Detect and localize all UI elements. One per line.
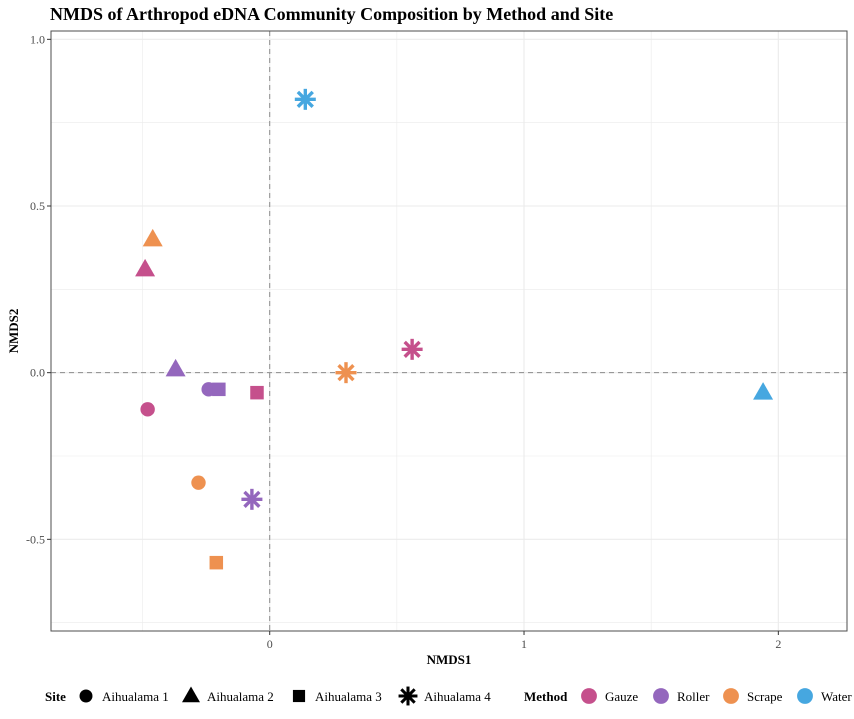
legend-method-label: Roller xyxy=(677,689,710,704)
panel-background xyxy=(51,31,847,631)
legend-site-key-square xyxy=(292,689,306,703)
point-roller-aihualama-4 xyxy=(241,488,263,510)
y-axis-title: NMDS2 xyxy=(6,309,21,354)
legend-method-label: Water xyxy=(821,689,852,704)
data-points xyxy=(135,88,774,570)
point-water-aihualama-4 xyxy=(294,88,316,110)
legend-site-key-circle xyxy=(79,689,93,703)
legend: Site Aihualama 1 Aihualama 2 Aihualama 3 Ai… xyxy=(45,686,852,706)
point-gauze-aihualama-3 xyxy=(250,385,264,400)
y-tick-label: 0.5 xyxy=(30,199,45,213)
panel-border xyxy=(50,30,848,632)
plot-area xyxy=(50,30,848,632)
y-tick-label: -0.5 xyxy=(26,532,45,546)
x-tick-label: 1 xyxy=(521,637,527,651)
point-scrape-aihualama-2 xyxy=(142,228,163,247)
legend-site-entries: Aihualama 1 Aihualama 2 Aihualama 3 Aihuala… xyxy=(79,686,491,706)
legend-site-label: Aihualama 3 xyxy=(315,689,382,704)
legend-method-key-scrape xyxy=(723,688,739,704)
legend-site-title: Site xyxy=(45,689,66,704)
x-tick-label: 0 xyxy=(267,637,273,651)
point-water-aihualama-2 xyxy=(753,382,774,400)
legend-site-key-triangle xyxy=(182,686,200,703)
y-tick-label: 0.0 xyxy=(30,366,45,380)
legend-method-label: Gauze xyxy=(605,689,638,704)
x-axis-title: NMDS1 xyxy=(427,652,472,667)
point-roller-aihualama-3 xyxy=(212,382,226,397)
legend-method-title: Method xyxy=(524,689,568,704)
x-tick-label: 2 xyxy=(775,637,781,651)
y-axis-ticks: -0.5 0.0 0.5 1.0 xyxy=(26,32,51,546)
point-scrape-aihualama-4 xyxy=(335,362,357,384)
point-roller-aihualama-2 xyxy=(165,358,186,377)
legend-method-key-gauze xyxy=(581,688,597,704)
legend-method-key-water xyxy=(797,688,813,704)
point-gauze-aihualama-1 xyxy=(140,402,155,417)
x-axis-ticks: 0 1 2 xyxy=(267,631,781,651)
legend-method-label: Scrape xyxy=(747,689,783,704)
point-scrape-aihualama-3 xyxy=(209,555,224,570)
point-scrape-aihualama-1 xyxy=(191,475,206,490)
legend-site-key-asterisk xyxy=(398,686,418,706)
legend-site-label: Aihualama 1 xyxy=(102,689,169,704)
legend-site-label: Aihualama 2 xyxy=(207,689,274,704)
legend-site-label: Aihualama 4 xyxy=(424,689,491,704)
y-tick-label: 1.0 xyxy=(30,32,45,46)
point-gauze-aihualama-2 xyxy=(135,258,156,277)
chart-title: NMDS of Arthropod eDNA Community Composi… xyxy=(50,4,613,24)
reference-lines xyxy=(51,31,847,631)
legend-method-key-roller xyxy=(653,688,669,704)
point-gauze-aihualama-4 xyxy=(401,338,423,360)
legend-method-entries: Gauze Roller Scrape Water xyxy=(581,688,852,704)
